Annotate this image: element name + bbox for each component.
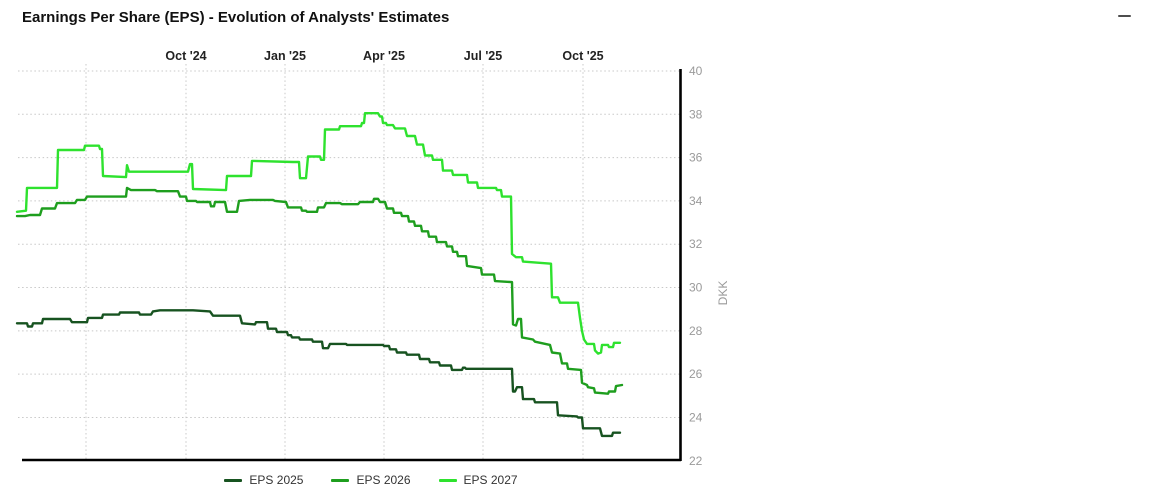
x-axis-label: Oct '24 [165, 49, 206, 63]
series-line-eps-2026[interactable] [15, 186, 624, 395]
legend-item-eps-2026[interactable]: EPS 2026 [331, 473, 411, 487]
chart-legend: EPS 2025 EPS 2026 EPS 2027 [0, 473, 742, 487]
legend-label-eps-2026: EPS 2026 [356, 473, 411, 487]
y-tick-label: 24 [689, 410, 703, 424]
legend-label-eps-2027: EPS 2027 [463, 473, 518, 487]
x-axis-label: Apr '25 [363, 49, 405, 63]
series-line-eps-2025[interactable] [15, 309, 622, 438]
chart-title: Earnings Per Share (EPS) - Evolution of … [22, 9, 450, 26]
y-axis-title: DKK [716, 281, 730, 306]
y-tick-label: 32 [689, 237, 703, 251]
collapse-icon[interactable] [1116, 8, 1132, 24]
minus-glyph [1117, 14, 1131, 18]
legend-item-eps-2025[interactable]: EPS 2025 [224, 473, 303, 487]
y-tick-label: 26 [689, 367, 703, 381]
legend-swatch-eps-2027 [438, 478, 457, 482]
legend-item-eps-2027[interactable]: EPS 2027 [438, 473, 518, 487]
x-axis-label: Jul '25 [464, 49, 502, 63]
legend-label-eps-2025: EPS 2025 [249, 473, 304, 487]
y-tick-label: 28 [689, 324, 703, 338]
y-tick-label: 22 [689, 454, 703, 468]
x-axis-label: Jan '25 [264, 49, 306, 63]
legend-swatch-eps-2026 [331, 478, 350, 482]
y-tick-label: 34 [689, 194, 703, 208]
x-axis-label: Oct '25 [562, 49, 603, 63]
legend-swatch-eps-2025 [224, 478, 243, 482]
y-tick-label: 40 [689, 64, 703, 78]
series-line-eps-2027[interactable] [15, 112, 622, 355]
y-tick-label: 38 [689, 107, 703, 121]
y-tick-label: 30 [689, 281, 703, 295]
y-tick-label: 36 [689, 151, 703, 165]
